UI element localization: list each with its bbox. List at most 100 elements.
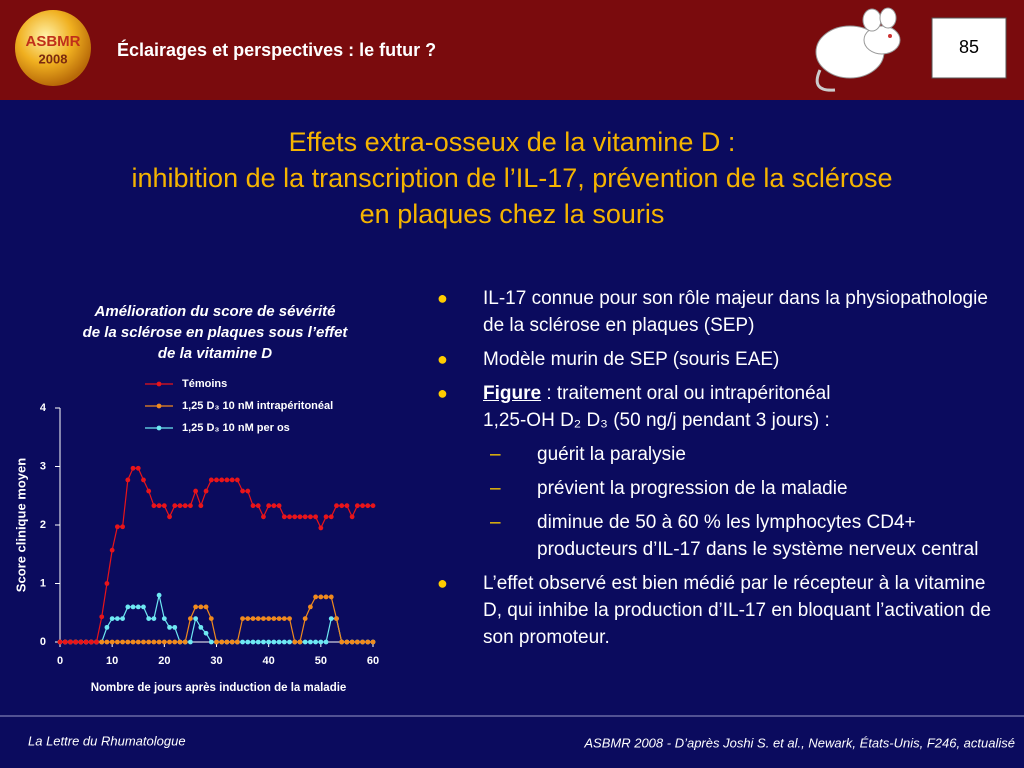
- data-point: [88, 639, 94, 645]
- data-point: [146, 639, 152, 645]
- data-point: [146, 488, 152, 494]
- data-point: [135, 639, 141, 645]
- data-point: [167, 639, 172, 645]
- data-point: [167, 514, 172, 520]
- logo-year: 2008: [39, 51, 68, 66]
- data-point: [328, 594, 334, 600]
- x-tick-label: 10: [106, 655, 118, 667]
- data-point: [156, 592, 162, 598]
- data-point: [130, 465, 136, 471]
- data-point: [349, 639, 355, 645]
- data-point: [135, 465, 141, 471]
- data-point: [234, 477, 240, 483]
- y-tick-label: 1: [40, 577, 46, 589]
- data-point: [78, 639, 84, 645]
- data-point: [161, 616, 167, 621]
- bullet-dash: –: [490, 444, 501, 465]
- data-point: [219, 477, 225, 483]
- data-point: [287, 514, 292, 520]
- data-point: [109, 616, 115, 621]
- data-point: [360, 503, 365, 509]
- data-point: [266, 639, 272, 645]
- data-point: [261, 514, 266, 520]
- data-point: [188, 616, 193, 621]
- data-point: [302, 616, 308, 621]
- data-point: [114, 524, 120, 530]
- data-point: [339, 503, 345, 509]
- bullet-text: guérit la paralysie: [537, 444, 686, 465]
- data-point: [313, 594, 319, 600]
- data-point: [219, 639, 225, 645]
- bullet-dash: –: [490, 512, 501, 533]
- data-point: [151, 616, 157, 621]
- data-point: [302, 639, 308, 645]
- data-point: [271, 616, 277, 621]
- slide-title: inhibition de la transcription de l’IL-1…: [132, 163, 893, 193]
- data-point: [229, 477, 235, 483]
- legend-label: 1,25 D₃ 10 nM intrapéritonéal: [182, 400, 333, 412]
- bullet-item: ● Figure : traitement oral ou intrapérito…: [437, 380, 1007, 434]
- data-point: [245, 616, 251, 621]
- data-point: [198, 624, 204, 630]
- data-point: [255, 639, 261, 645]
- data-point: [281, 639, 287, 645]
- data-point: [287, 616, 292, 621]
- data-point: [240, 616, 245, 621]
- data-point: [109, 639, 115, 645]
- data-point: [125, 477, 131, 483]
- data-point: [292, 514, 298, 520]
- data-point: [245, 488, 251, 494]
- data-point: [292, 639, 298, 645]
- bullet-text: L’effet observé est bien médié par le ré…: [483, 573, 992, 648]
- data-point: [104, 581, 110, 586]
- data-point: [104, 639, 110, 645]
- data-point: [323, 594, 329, 600]
- x-tick-label: 50: [315, 655, 327, 667]
- slide-title: en plaques chez la souris: [360, 199, 665, 229]
- data-point: [229, 639, 235, 645]
- data-point: [177, 503, 183, 509]
- chart-title: de la sclérose en plaques sous l’effet: [83, 324, 349, 341]
- bullet-item: – guérit la paralysie: [437, 441, 1007, 468]
- data-point: [245, 639, 251, 645]
- bullet-dot: ●: [437, 288, 448, 308]
- x-tick-label: 30: [210, 655, 222, 667]
- data-point: [276, 616, 282, 621]
- y-tick-label: 0: [40, 636, 46, 648]
- data-point: [276, 639, 282, 645]
- data-point: [370, 503, 376, 509]
- data-point: [344, 503, 350, 509]
- data-point: [266, 503, 272, 509]
- series-line: [60, 595, 373, 643]
- chart-title: Amélioration du score de sévérité: [94, 303, 336, 320]
- data-point: [266, 616, 272, 621]
- data-point: [188, 503, 193, 509]
- data-point: [198, 503, 204, 509]
- bullet-item: ● Modèle murin de SEP (souris EAE): [437, 346, 1007, 373]
- data-point: [250, 616, 256, 621]
- legend-marker: [156, 403, 162, 409]
- data-point: [68, 639, 73, 645]
- x-tick-label: 0: [57, 655, 63, 667]
- data-point: [193, 604, 199, 610]
- data-point: [120, 524, 125, 530]
- data-point: [99, 614, 105, 620]
- data-point: [261, 616, 266, 621]
- data-point: [334, 616, 339, 621]
- bullet-dot: ●: [437, 383, 448, 403]
- data-point: [354, 639, 360, 645]
- data-point: [261, 639, 266, 645]
- data-point: [193, 488, 199, 494]
- data-point: [167, 624, 172, 630]
- data-point: [208, 616, 214, 621]
- footer-left: La Lettre du Rhumatologue: [28, 733, 186, 748]
- data-point: [57, 639, 63, 645]
- data-point: [114, 639, 120, 645]
- data-point: [161, 639, 167, 645]
- data-point: [313, 639, 319, 645]
- data-point: [151, 503, 157, 509]
- data-point: [125, 639, 131, 645]
- data-point: [156, 503, 162, 509]
- data-point: [370, 639, 376, 645]
